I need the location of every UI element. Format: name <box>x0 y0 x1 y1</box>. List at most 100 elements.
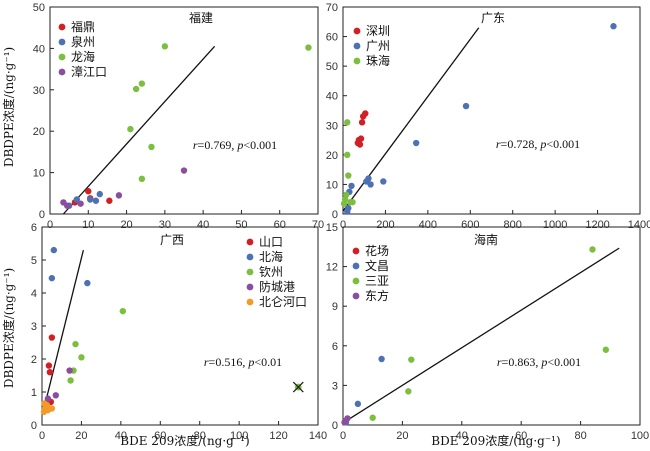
legend-label: 防城港 <box>259 279 295 294</box>
x-tick-label: 20 <box>120 219 132 231</box>
data-point <box>341 419 348 426</box>
legend-label: 珠海 <box>366 53 390 68</box>
data-point <box>84 279 91 287</box>
legend-marker <box>246 298 254 306</box>
y-tick-label: 1 <box>31 387 37 399</box>
y-tick-label: 10 <box>33 168 45 180</box>
x-tick-label: 60 <box>274 219 286 231</box>
data-point <box>127 125 134 133</box>
data-point <box>358 119 366 126</box>
x-tick-label: 40 <box>115 430 127 442</box>
legend-marker <box>58 53 66 61</box>
legend-marker <box>352 277 360 285</box>
y-tick-label: 3 <box>332 380 338 392</box>
x-tick-label: 1400 <box>628 219 650 231</box>
x-tick-label: 0 <box>47 219 53 231</box>
x-axis-title-right: BDE 209浓度/(ng·g⁻¹) <box>431 433 560 448</box>
legend-label: 钦州 <box>259 265 283 279</box>
plot-frame <box>342 6 641 215</box>
data-point <box>78 354 85 361</box>
panel-title: 海南 <box>474 232 498 247</box>
data-point <box>96 190 103 198</box>
y-tick-label: 10 <box>326 179 338 191</box>
data-point <box>132 85 140 93</box>
legend-marker <box>58 38 66 46</box>
data-point <box>92 197 100 204</box>
x-tick-label: 70 <box>312 219 324 231</box>
panel-title: 广西 <box>160 233 184 247</box>
data-point <box>602 346 610 353</box>
y-tick-label: 30 <box>326 120 338 132</box>
data-point <box>115 192 123 199</box>
x-tick-label: 400 <box>419 219 437 231</box>
x-tick-label: 600 <box>461 219 479 231</box>
data-point <box>77 200 84 207</box>
x-tick-label: 100 <box>230 430 248 442</box>
y-tick-label: 50 <box>326 61 338 73</box>
correlation-label: r=0.728, p<0.001 <box>496 137 580 151</box>
data-point <box>180 167 188 174</box>
y-tick-label: 9 <box>332 301 338 313</box>
data-point <box>340 200 348 207</box>
data-point <box>345 172 352 179</box>
data-point <box>87 196 94 203</box>
legend-marker <box>58 23 66 31</box>
data-point <box>357 135 365 142</box>
data-point <box>348 182 355 190</box>
data-point <box>106 197 113 204</box>
legend-label: 文昌 <box>365 258 389 273</box>
y-tick-label: 70 <box>326 2 338 14</box>
data-point <box>138 175 146 183</box>
fit-line <box>345 247 620 422</box>
data-point <box>64 202 71 209</box>
legend-marker <box>58 68 66 76</box>
data-point <box>356 141 364 148</box>
data-point <box>369 414 376 421</box>
legend-marker <box>246 253 254 261</box>
data-point <box>378 355 385 363</box>
panel-guangdong: 0 200 400 600 800 1000 1200 1400 0 10 20 30 40 50 60 70… <box>326 2 650 231</box>
data-point <box>72 340 79 348</box>
y-tick-label: 4 <box>31 288 37 300</box>
data-point <box>589 246 596 253</box>
data-point <box>67 377 74 384</box>
x-tick-label: 60 <box>154 430 166 442</box>
fit-line <box>62 45 216 215</box>
data-point <box>66 367 73 374</box>
y-tick-label: 0 <box>31 420 37 432</box>
x-tick-label: 20 <box>396 430 408 442</box>
outlier-cross-mark <box>292 381 304 393</box>
legend-marker <box>352 262 360 270</box>
data-point <box>462 102 470 110</box>
x-tick-label: 1000 <box>543 219 567 231</box>
data-point <box>380 178 387 185</box>
correlation-label: r=0.863, p<0.001 <box>497 355 581 369</box>
x-tick-label: 40 <box>197 219 209 231</box>
data-point <box>44 395 52 402</box>
data-point <box>48 274 56 282</box>
x-tick-label: 800 <box>504 219 522 231</box>
y-tick-label: 6 <box>31 222 37 234</box>
data-point <box>73 196 81 203</box>
y-tick-label: 3 <box>31 321 37 333</box>
fit-line <box>43 249 85 409</box>
data-point <box>48 334 56 341</box>
legend-marker <box>352 247 360 255</box>
data-point <box>41 400 48 407</box>
legend-marker <box>353 42 361 50</box>
correlation-label: r=0.769, p<0.001 <box>193 138 277 152</box>
legend-marker <box>352 292 360 300</box>
y-tick-label: 0 <box>332 420 338 432</box>
x-tick-label: 100 <box>631 430 649 442</box>
data-point <box>305 44 312 51</box>
y-tick-label: 12 <box>326 262 338 274</box>
x-tick-label: 140 <box>309 430 327 442</box>
y-tick-label: 40 <box>33 43 45 55</box>
x-tick-label: 0 <box>39 430 45 442</box>
data-point <box>48 405 56 412</box>
data-point <box>405 388 412 395</box>
x-tick-label: 80 <box>194 430 206 442</box>
data-point <box>362 110 369 117</box>
data-point <box>119 307 127 315</box>
